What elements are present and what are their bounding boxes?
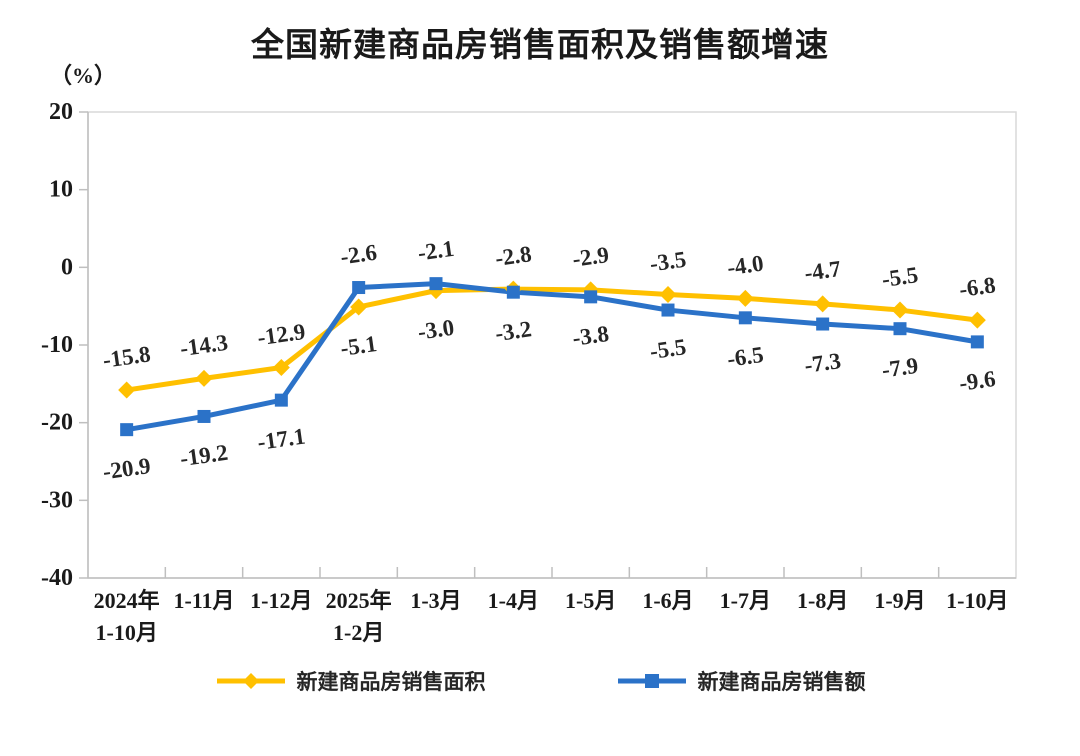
svg-text:1-11月: 1-11月 [173,588,234,613]
legend-item-sales-amount: 新建商品房销售额 [616,666,866,696]
svg-text:-6.5: -6.5 [726,342,766,372]
svg-text:1-9月: 1-9月 [874,588,925,613]
chart-title: 全国新建商品房销售面积及销售额增速 [251,26,829,63]
svg-text:1-10月: 1-10月 [96,620,158,645]
svg-text:1-6月: 1-6月 [642,588,693,613]
svg-text:-3.2: -3.2 [494,316,534,346]
svg-text:-20: -20 [41,410,73,436]
legend: 新建商品房销售面积 新建商品房销售额 [0,666,1080,696]
svg-text:10: 10 [49,177,73,203]
svg-text:1-8月: 1-8月 [797,588,848,613]
svg-text:-20.9: -20.9 [101,453,152,484]
svg-text:-7.3: -7.3 [803,348,843,378]
svg-text:1-4月: 1-4月 [488,588,539,613]
svg-text:-14.3: -14.3 [179,330,230,361]
legend-line-square-icon [617,674,686,688]
svg-text:20: 20 [49,99,73,125]
legend-label-sales-area: 新建商品房销售面积 [296,670,486,694]
svg-text:-5.5: -5.5 [880,262,920,292]
svg-text:2025年: 2025年 [326,588,392,613]
svg-text:1-10月: 1-10月 [946,588,1008,613]
svg-text:-6.8: -6.8 [958,272,998,302]
legend-item-sales-area: 新建商品房销售面积 [215,666,486,696]
svg-text:-2.6: -2.6 [339,240,379,270]
svg-text:-15.8: -15.8 [101,341,152,372]
legend-label-sales-amount: 新建商品房销售额 [697,670,866,694]
svg-text:-5.5: -5.5 [648,334,688,364]
svg-text:-40: -40 [41,565,73,591]
svg-text:1-7月: 1-7月 [720,588,771,613]
y-axis-unit-label: （%） [50,63,117,88]
legend-line-diamond-icon [216,673,285,689]
svg-text:1-12月: 1-12月 [250,588,312,613]
svg-text:-17.1: -17.1 [256,423,307,454]
svg-text:-10: -10 [41,332,73,358]
svg-text:-7.9: -7.9 [880,353,920,383]
svg-text:-4.0: -4.0 [726,250,766,280]
svg-text:-12.9: -12.9 [256,319,307,350]
svg-text:-4.7: -4.7 [803,256,843,286]
svg-text:-19.2: -19.2 [179,440,230,471]
svg-text:1-2月: 1-2月 [333,620,384,645]
svg-text:-9.6: -9.6 [958,366,998,396]
svg-text:-3.8: -3.8 [571,321,611,351]
svg-text:-3.0: -3.0 [416,315,456,345]
svg-text:-2.9: -2.9 [571,242,611,272]
svg-text:-2.8: -2.8 [494,241,534,271]
svg-text:2024年: 2024年 [94,588,160,613]
svg-text:-2.1: -2.1 [416,236,456,266]
svg-text:-5.1: -5.1 [339,331,379,361]
svg-text:1-5月: 1-5月 [565,588,616,613]
svg-text:1-3月: 1-3月 [410,588,461,613]
svg-text:0: 0 [61,254,73,280]
svg-text:-30: -30 [41,487,73,513]
svg-text:-3.5: -3.5 [648,247,688,277]
